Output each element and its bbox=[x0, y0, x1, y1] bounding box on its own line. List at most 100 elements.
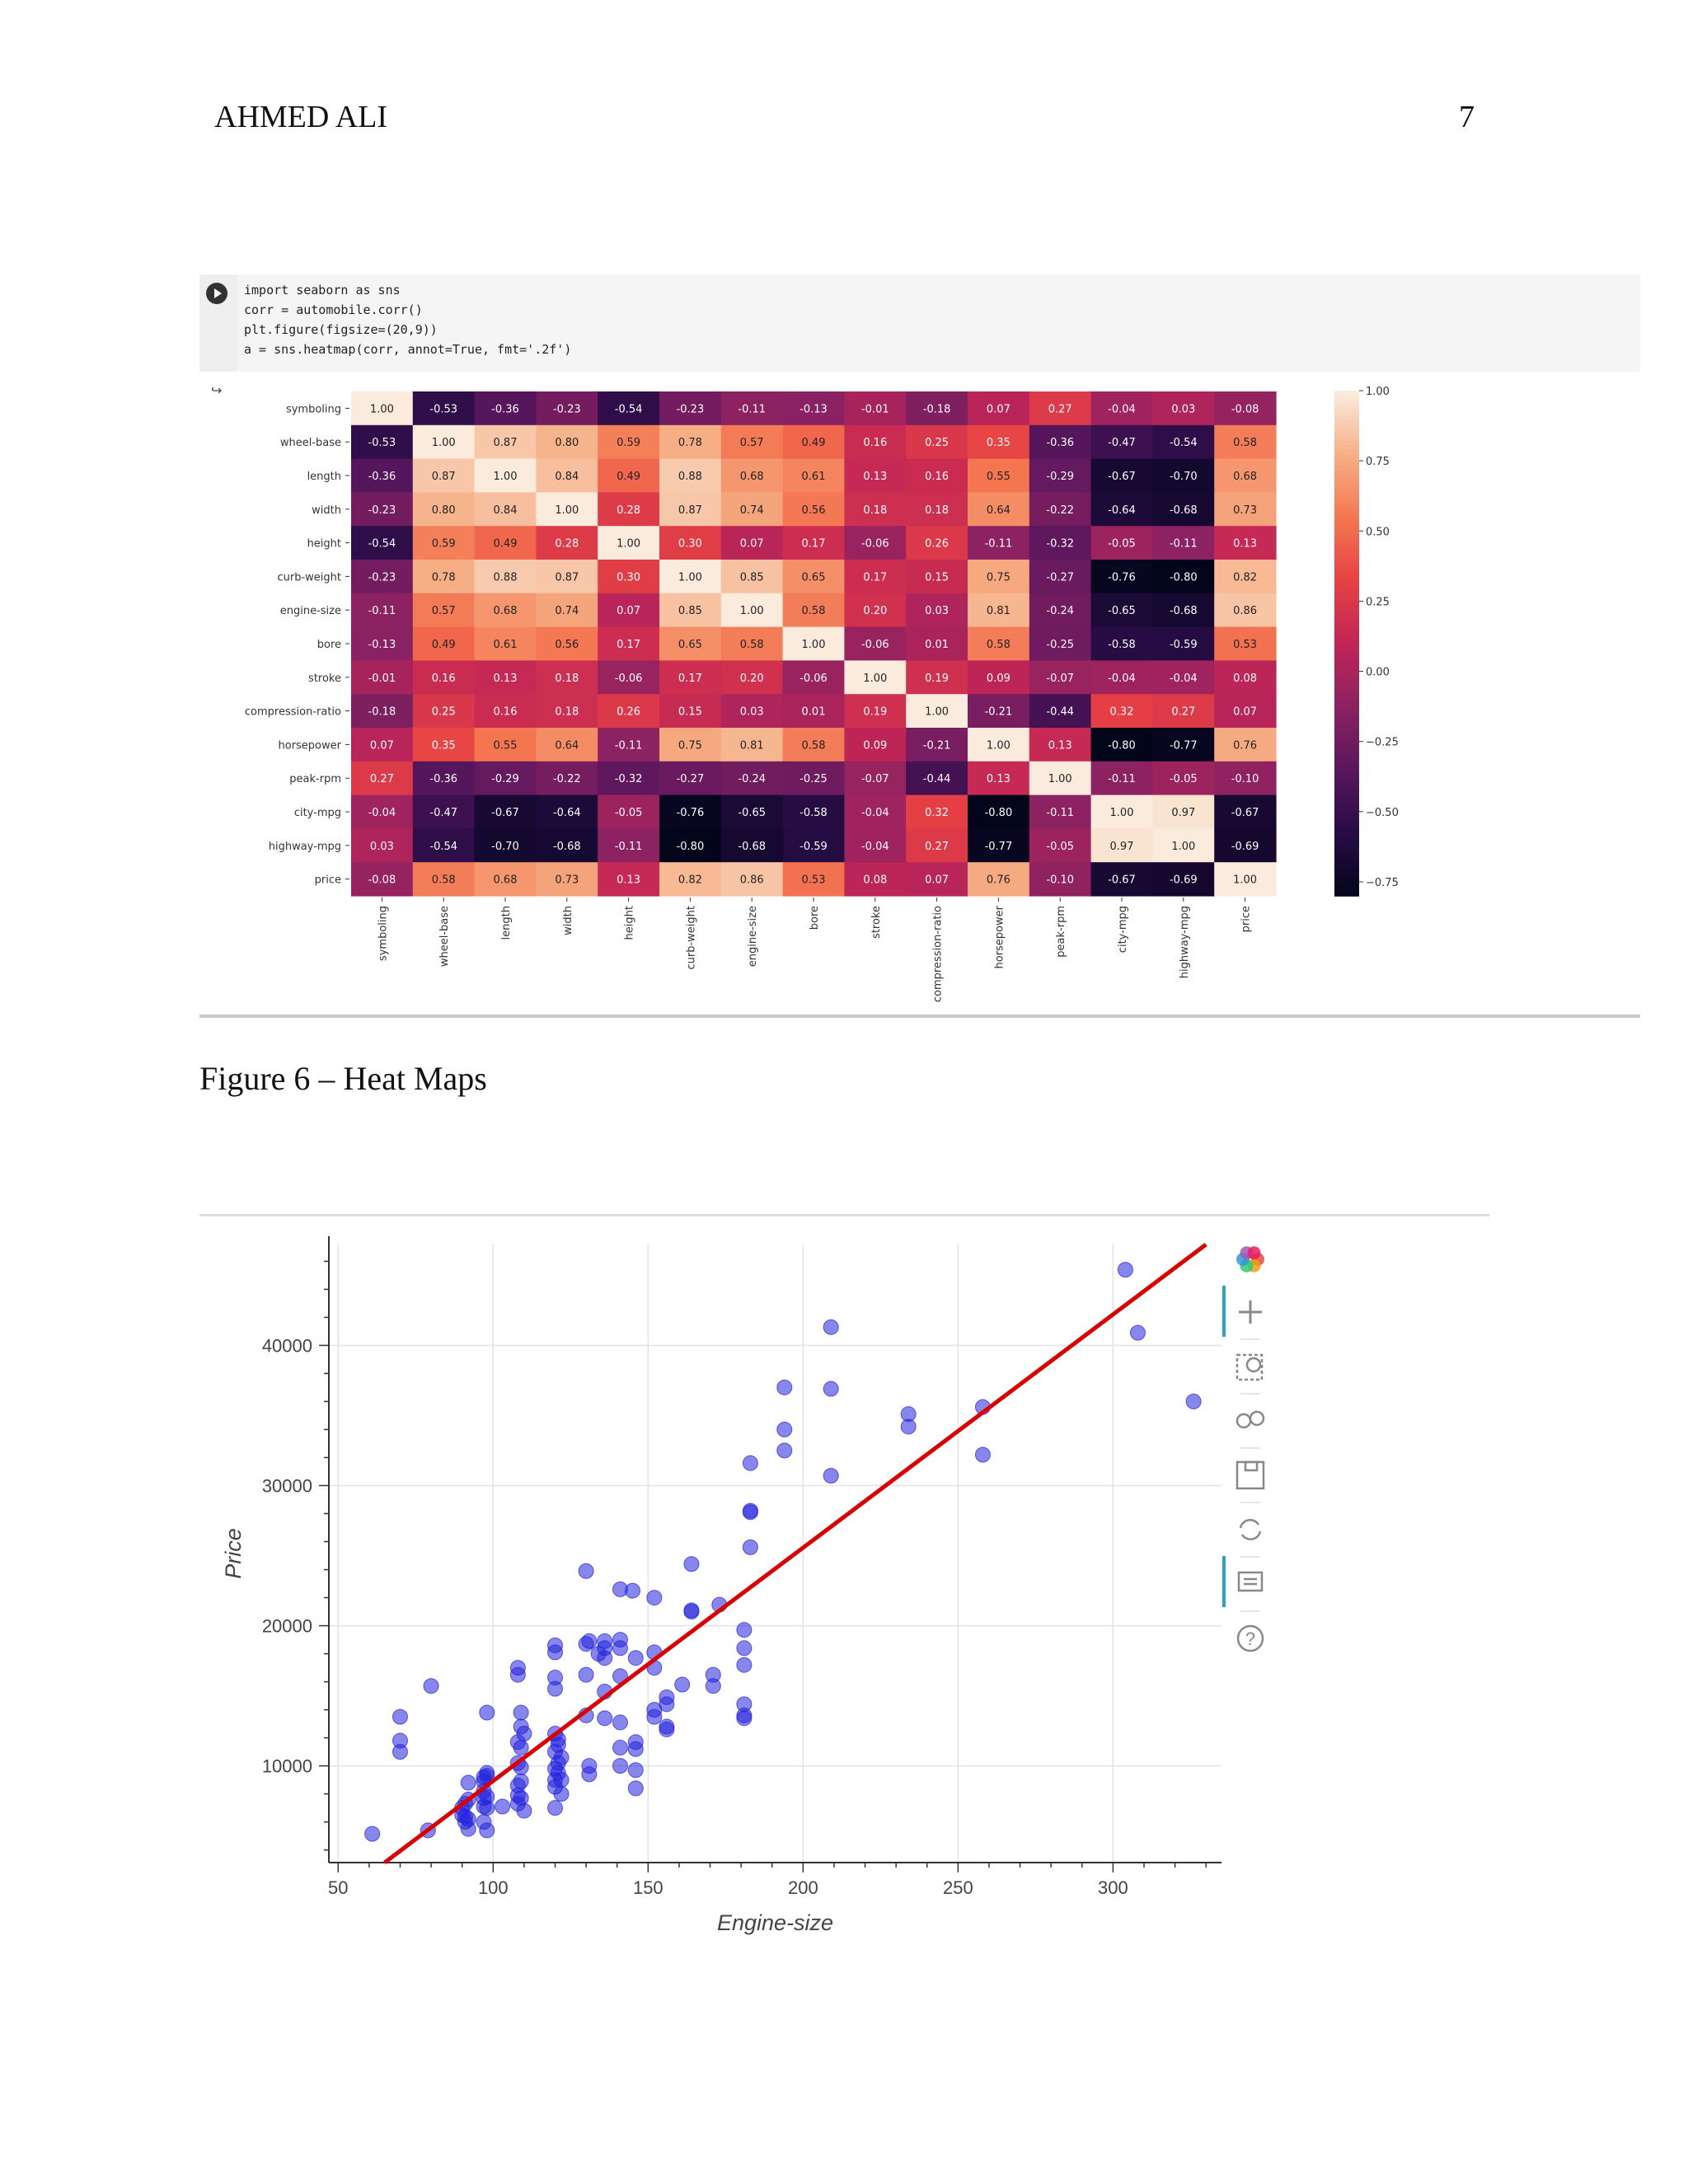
heatmap-cell bbox=[598, 424, 660, 460]
run-cell-icon[interactable] bbox=[206, 283, 227, 304]
colorbar-segment bbox=[1334, 403, 1359, 409]
heatmap-cell-label: -0.04 bbox=[1170, 673, 1198, 685]
heatmap-cell bbox=[1090, 694, 1153, 729]
colorbar-segment bbox=[1334, 697, 1359, 703]
heatmap-cell-label: 1.00 bbox=[678, 571, 702, 583]
heatmap-cell-label: 0.53 bbox=[802, 874, 826, 887]
heatmap-cell-label: -0.80 bbox=[1108, 739, 1136, 752]
heatmap-cell-label: -0.18 bbox=[923, 403, 951, 415]
heatmap-cell bbox=[474, 593, 537, 628]
heatmap-cell bbox=[412, 391, 476, 426]
heatmap-cell bbox=[536, 728, 598, 762]
heatmap-cell bbox=[412, 560, 476, 594]
heatmap-cell-label: 0.17 bbox=[678, 673, 702, 685]
heatmap-row-label: engine-size bbox=[280, 605, 341, 617]
heatmap-cell-label: 0.09 bbox=[863, 739, 887, 752]
heatmap-cell-label: -0.04 bbox=[368, 807, 396, 819]
heatmap-cell bbox=[1090, 862, 1153, 897]
heatmap-cell-label: 0.55 bbox=[987, 471, 1010, 483]
heatmap-cell-label: 0.16 bbox=[494, 706, 518, 719]
heatmap-cell bbox=[968, 526, 1030, 560]
heatmap-cell bbox=[1214, 593, 1277, 628]
heatmap-cell bbox=[474, 828, 537, 863]
heatmap-cell bbox=[474, 862, 537, 897]
heatmap-cell-label: 0.13 bbox=[1233, 538, 1257, 551]
data-point bbox=[776, 1379, 793, 1395]
colorbar-segment bbox=[1334, 752, 1359, 758]
heatmap-cell bbox=[351, 593, 414, 628]
data-point bbox=[553, 1772, 570, 1788]
heatmap-cell-label: -0.25 bbox=[799, 773, 828, 785]
heatmap-cell-label: 0.16 bbox=[863, 437, 887, 449]
heatmap-cell bbox=[659, 424, 722, 460]
data-point bbox=[597, 1633, 613, 1649]
heatmap-cell bbox=[659, 862, 722, 897]
heatmap-chart: 1.00 -0.53 -0.36 -0.23 -0.54 -0.23 -0.11 -0.13 -… bbox=[245, 386, 1399, 1002]
heatmap-cell bbox=[598, 626, 660, 661]
data-point bbox=[627, 1650, 644, 1666]
output-icon[interactable]: ↪ bbox=[211, 384, 223, 398]
heatmap-cell-label: 0.07 bbox=[925, 874, 949, 887]
code-block[interactable]: import seaborn as sns corr = automobile.… bbox=[199, 274, 1640, 372]
heatmap-cell bbox=[1214, 728, 1277, 762]
heatmap-row-label: city-mpg bbox=[294, 807, 341, 819]
heatmap-cell bbox=[474, 526, 537, 560]
heatmap-cell-label: -0.23 bbox=[553, 403, 581, 415]
heatmap-cell bbox=[351, 761, 414, 796]
data-point bbox=[597, 1710, 613, 1727]
heatmap-cell bbox=[1029, 593, 1092, 628]
heatmap-col-label: bore bbox=[809, 906, 821, 930]
hover-tool-icon bbox=[1237, 1571, 1264, 1592]
colorbar-tick-label: 0.50 bbox=[1366, 526, 1390, 538]
heatmap-cell bbox=[1214, 794, 1277, 829]
heatmap-cell bbox=[1029, 560, 1092, 594]
heatmap-cell-label: 0.28 bbox=[617, 504, 640, 517]
heatmap-cell bbox=[536, 660, 598, 695]
heatmap-cell-label: 0.18 bbox=[555, 673, 579, 685]
heatmap-cell-label: 0.56 bbox=[802, 504, 826, 517]
heatmap-cell-label: 0.80 bbox=[432, 504, 456, 517]
heatmap-cell-label: 0.07 bbox=[1233, 706, 1257, 719]
data-point bbox=[479, 1788, 495, 1805]
heatmap-cell bbox=[720, 526, 784, 560]
colorbar-segment bbox=[1334, 739, 1359, 745]
heatmap-cell-label: 0.59 bbox=[432, 538, 456, 551]
colorbar-segment bbox=[1334, 504, 1359, 509]
colorbar-segment bbox=[1334, 559, 1359, 565]
heatmap-cell bbox=[906, 391, 968, 426]
heatmap-cell bbox=[474, 492, 537, 527]
heatmap-cell-label: 1.00 bbox=[1233, 874, 1257, 887]
colorbar-segment bbox=[1334, 630, 1359, 636]
heatmap-cell-label: 0.86 bbox=[740, 874, 764, 887]
heatmap-cell bbox=[412, 794, 476, 829]
heatmap-col-label: stroke bbox=[870, 906, 883, 939]
heatmap-cell bbox=[351, 424, 414, 460]
heatmap-cell-label: -0.65 bbox=[738, 807, 766, 819]
heatmap-cell-label: 0.68 bbox=[740, 471, 764, 483]
heatmap-cell-label: -0.80 bbox=[1170, 571, 1198, 583]
heatmap-cell bbox=[782, 862, 845, 897]
heatmap-row-label: price bbox=[315, 874, 341, 887]
heatmap-cell bbox=[906, 794, 968, 829]
heatmap-cell-label: -0.54 bbox=[429, 841, 457, 853]
data-point bbox=[627, 1780, 644, 1797]
heatmap-cell-label: -0.13 bbox=[799, 403, 828, 415]
colorbar-segment bbox=[1334, 862, 1359, 868]
heatmap-cell-label: -0.53 bbox=[368, 437, 396, 449]
heatmap-cell bbox=[844, 862, 907, 897]
colorbar-segment bbox=[1334, 673, 1359, 678]
heatmap-cell-label: 0.18 bbox=[925, 504, 949, 517]
heatmap-cell-label: 0.01 bbox=[802, 706, 826, 719]
data-point bbox=[1129, 1324, 1146, 1341]
heatmap-cell-label: 0.97 bbox=[1110, 841, 1134, 853]
heatmap-cell bbox=[351, 458, 414, 493]
y-tick-label: 30000 bbox=[262, 1476, 312, 1497]
heatmap-cell bbox=[1214, 526, 1277, 560]
colorbar-segment bbox=[1334, 613, 1359, 619]
heatmap-cell bbox=[782, 560, 845, 594]
heatmap-cell-label: 0.27 bbox=[925, 841, 949, 853]
heatmap-cell-label: -0.77 bbox=[985, 841, 1013, 853]
heatmap-cell-label: 0.20 bbox=[740, 673, 764, 685]
heatmap-cell bbox=[412, 694, 476, 729]
heatmap-cell-label: -0.68 bbox=[1170, 605, 1198, 617]
